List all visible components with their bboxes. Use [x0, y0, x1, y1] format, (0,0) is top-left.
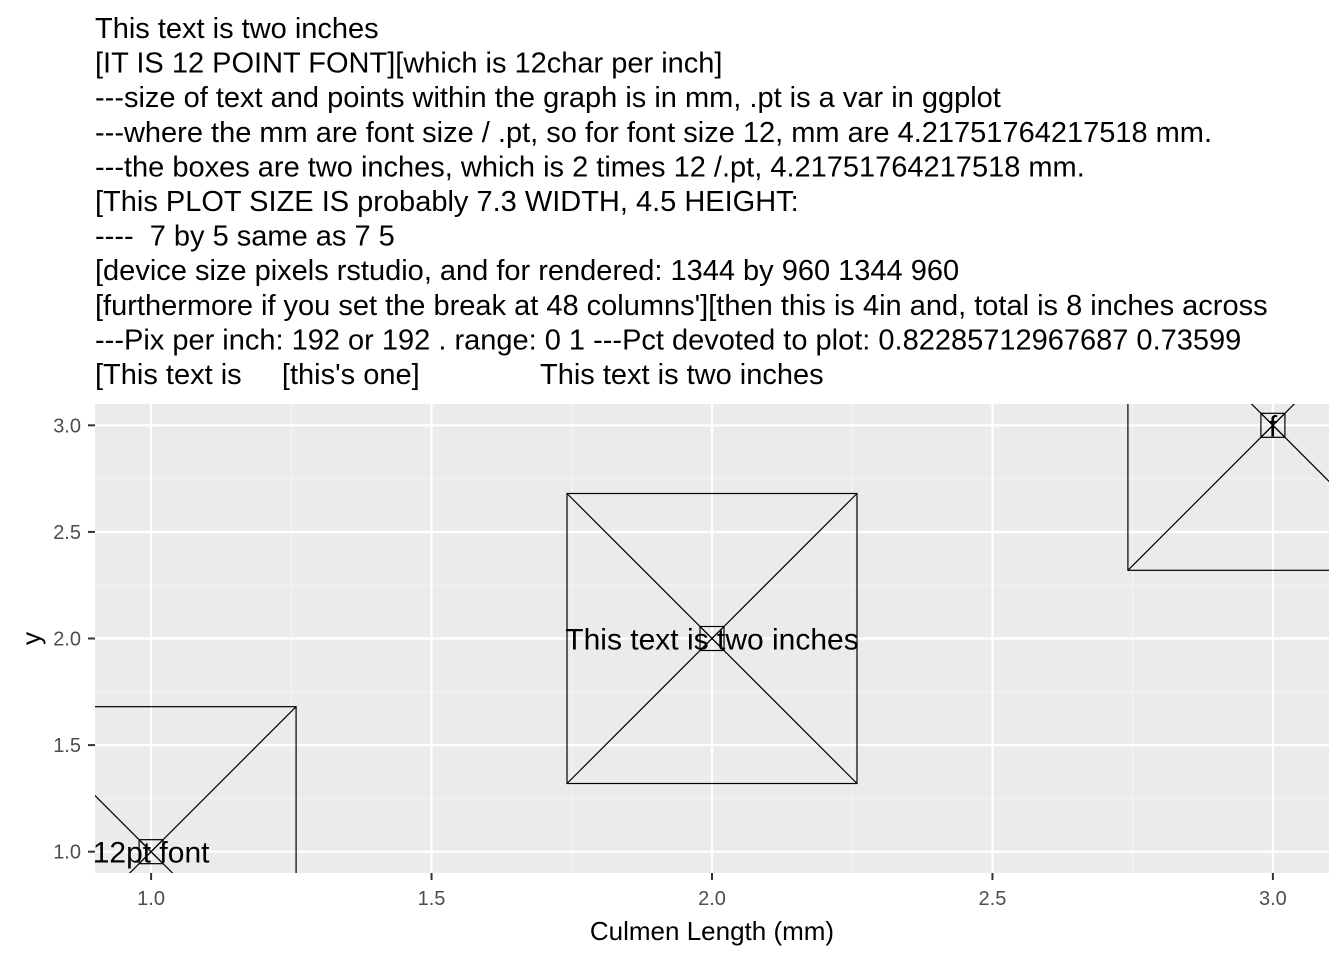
title-line: ---the boxes are two inches, which is 2 … [95, 151, 1085, 183]
title-line: [device size pixels rstudio, and for ren… [95, 255, 959, 287]
y-tick-label: 1.0 [53, 842, 81, 864]
y-tick-label: 1.5 [53, 735, 81, 757]
point-box [566, 492, 858, 785]
point-label: f [1269, 410, 1278, 443]
title-line: ---- 7 by 5 same as 7 5 [95, 221, 395, 253]
point-label: 12pt font [93, 837, 210, 870]
title-line: ---where the mm are font size / .pt, so … [95, 117, 1212, 149]
y-tick-label: 2.5 [53, 522, 81, 544]
point-marker [1260, 412, 1286, 438]
x-tick-label: 3.0 [1259, 888, 1287, 910]
point-box [95, 706, 297, 873]
point-box [1127, 404, 1329, 571]
point-marker-cross [699, 626, 725, 651]
x-axis: 1.0 1.5 2.0 2.5 3.0 [137, 873, 1287, 910]
x-tick-label: 2.0 [698, 888, 726, 910]
point-marker [138, 839, 164, 865]
data-point [95, 706, 297, 873]
data-point [1127, 404, 1329, 571]
y-tick-label: 2.0 [53, 629, 81, 651]
title-line: [This text is [this's one] This text is … [95, 359, 824, 391]
chart-title: This text is two inches[IT IS 12 POINT F… [95, 13, 1268, 391]
point-marker-cross [1260, 412, 1286, 438]
data-point [566, 492, 858, 785]
title-line: ---size of text and points within the gr… [95, 82, 1001, 114]
title-line: [This PLOT SIZE IS probably 7.3 WIDTH, 4… [95, 186, 799, 218]
title-line: [IT IS 12 POINT FONT][which is 12char pe… [95, 48, 722, 80]
title-line: ---Pix per inch: 192 or 192 . range: 0 1… [95, 324, 1241, 356]
x-tick-label: 1.5 [418, 888, 446, 910]
x-axis-label: Culmen Length (mm) [590, 916, 834, 946]
point-labels: 12pt font This text is two inches f [93, 410, 1278, 869]
point-label: This text is two inches [565, 624, 858, 657]
x-tick-label: 2.5 [979, 888, 1007, 910]
point-marker [699, 625, 725, 652]
point-marker-cross [138, 839, 164, 865]
data-marks [95, 404, 1329, 873]
x-tick-label: 1.0 [137, 888, 165, 910]
y-tick-label: 3.0 [53, 415, 81, 437]
y-axis-label: y [16, 632, 46, 645]
y-axis: 1.0 1.5 2.0 2.5 3.0 [53, 415, 95, 864]
title-line: [furthermore if you set the break at 48 … [95, 290, 1268, 322]
title-line: This text is two inches [95, 13, 379, 45]
